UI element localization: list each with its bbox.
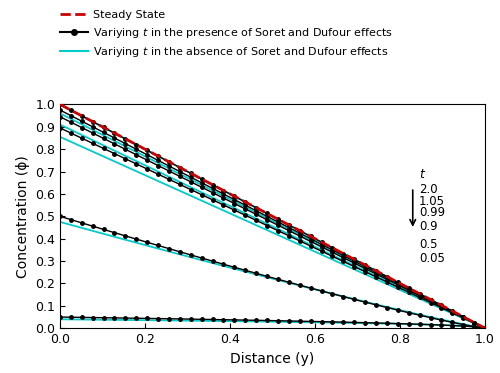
Text: 0.9: 0.9 [419, 220, 438, 233]
Text: $t$: $t$ [419, 167, 426, 181]
X-axis label: Distance (y): Distance (y) [230, 352, 314, 366]
Y-axis label: Concentration (ϕ): Concentration (ϕ) [16, 155, 30, 278]
Text: 0.99: 0.99 [419, 207, 446, 219]
Text: 0.05: 0.05 [419, 253, 445, 265]
Text: 0.5: 0.5 [419, 238, 438, 251]
Text: 2.0: 2.0 [419, 183, 438, 196]
Legend: Steady State, Variying $t$ in the presence of Soret and Dufour effects, Variying: Steady State, Variying $t$ in the presen… [56, 6, 398, 63]
Text: 1.05: 1.05 [419, 195, 445, 208]
